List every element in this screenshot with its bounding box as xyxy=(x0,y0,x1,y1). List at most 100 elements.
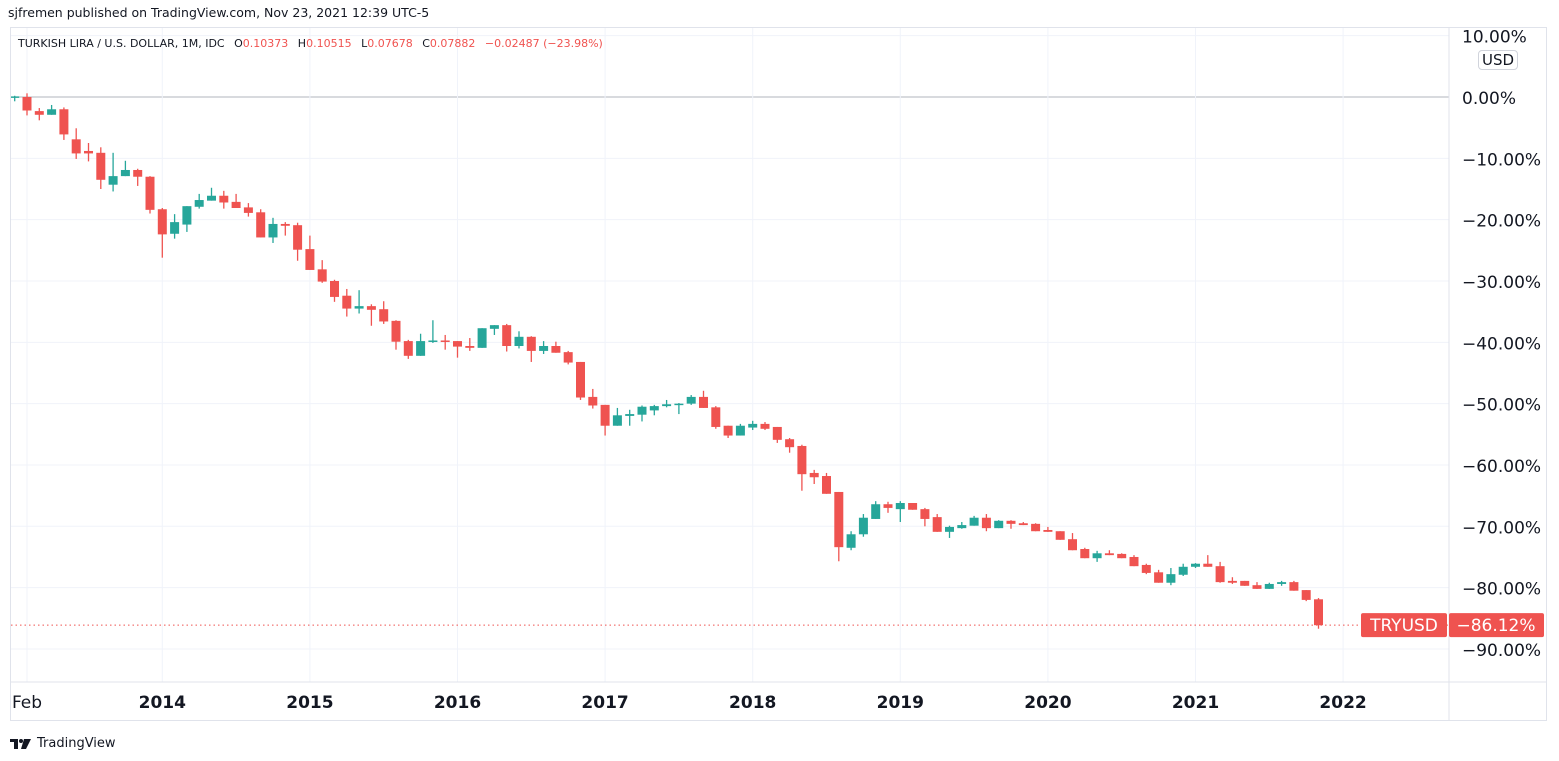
close-label: C xyxy=(422,37,430,50)
candle xyxy=(1018,522,1028,526)
candle-body xyxy=(34,111,44,115)
change-value: −0.02487 (−23.98%) xyxy=(484,37,603,50)
candle-body xyxy=(735,425,745,436)
candle xyxy=(908,503,918,510)
candle-body xyxy=(71,139,81,154)
candle-body xyxy=(120,169,130,177)
candle xyxy=(293,222,303,261)
candle xyxy=(120,160,130,177)
low-value: 0.07678 xyxy=(367,37,413,50)
candle xyxy=(969,515,979,526)
candle xyxy=(1252,582,1262,589)
open-label: O xyxy=(234,37,243,50)
candle-body xyxy=(489,325,499,329)
candle-body xyxy=(256,212,266,238)
candle xyxy=(883,501,893,513)
candle-body xyxy=(428,340,438,342)
candle-body xyxy=(895,503,905,510)
candle xyxy=(1117,553,1127,559)
candle xyxy=(1068,533,1077,551)
candle xyxy=(502,323,512,352)
candle xyxy=(797,444,807,491)
high-value: 0.10515 xyxy=(306,37,352,50)
candle xyxy=(674,403,684,415)
candle xyxy=(871,501,881,519)
candle xyxy=(108,152,118,192)
x-tick-label: 2018 xyxy=(729,693,776,713)
candle xyxy=(625,409,635,426)
candle xyxy=(428,320,438,343)
candle-body xyxy=(330,280,339,297)
candle-body xyxy=(305,249,315,270)
candle xyxy=(920,507,930,527)
y-tick-label: −30.00% xyxy=(1462,273,1541,293)
x-tick-label: 2022 xyxy=(1319,693,1366,713)
candle-body xyxy=(1191,563,1200,567)
candle-body xyxy=(293,225,303,250)
candle-body xyxy=(883,504,893,508)
candle xyxy=(772,426,782,443)
candle-body xyxy=(612,415,622,426)
candle xyxy=(170,214,180,239)
candle-body xyxy=(649,406,659,411)
candle-body xyxy=(1141,564,1151,573)
candle-body xyxy=(994,520,1004,529)
candle xyxy=(1043,526,1053,532)
candle-body xyxy=(416,341,426,356)
currency-unit-button[interactable]: USD xyxy=(1478,50,1519,70)
candle xyxy=(366,304,376,326)
candle-body xyxy=(1104,553,1114,556)
candle xyxy=(268,217,278,243)
candle-body xyxy=(871,504,881,519)
candle-body xyxy=(1043,529,1053,532)
candle-body xyxy=(699,396,708,408)
candle xyxy=(1006,520,1016,529)
candle xyxy=(305,235,315,270)
candle-body xyxy=(834,491,844,548)
candle-body xyxy=(465,345,475,348)
candle xyxy=(1178,563,1188,576)
candle xyxy=(477,328,487,348)
candle-body xyxy=(1080,549,1090,559)
candle-body xyxy=(551,345,561,353)
candle xyxy=(1314,598,1323,629)
candle xyxy=(157,208,167,258)
candle-body xyxy=(1203,563,1213,567)
candle-body xyxy=(133,169,143,177)
candle-body xyxy=(1301,590,1311,600)
candle xyxy=(895,501,905,523)
y-tick-label: −50.00% xyxy=(1462,396,1541,416)
candle-body xyxy=(514,336,524,346)
candle xyxy=(1264,582,1274,589)
candle xyxy=(662,399,672,408)
candle-body xyxy=(47,109,57,115)
candle-body xyxy=(981,517,991,529)
candle-body xyxy=(1068,539,1077,551)
candle-body xyxy=(1277,582,1287,584)
candle-body xyxy=(366,306,376,310)
candle xyxy=(563,350,573,365)
x-tick-label: 2021 xyxy=(1172,693,1219,713)
candle xyxy=(834,491,844,562)
candle xyxy=(84,142,93,162)
candle-body xyxy=(526,336,536,351)
candle xyxy=(379,301,389,324)
candle-body xyxy=(453,341,462,347)
candle xyxy=(403,339,413,359)
candle-body xyxy=(1240,580,1250,586)
candle xyxy=(785,437,795,453)
candle xyxy=(47,104,57,115)
candle xyxy=(1215,561,1225,583)
candle-body xyxy=(711,407,721,427)
y-tick-label: −40.00% xyxy=(1462,334,1541,354)
candle xyxy=(526,336,536,362)
candle xyxy=(1166,568,1176,586)
candle xyxy=(858,514,868,537)
candle xyxy=(465,338,475,351)
candle-body xyxy=(1264,583,1274,589)
candle xyxy=(280,222,290,236)
candle xyxy=(416,333,426,356)
symbol-title: TURKISH LIRA / U.S. DOLLAR, 1M, IDC xyxy=(18,37,225,50)
candle xyxy=(231,193,241,209)
